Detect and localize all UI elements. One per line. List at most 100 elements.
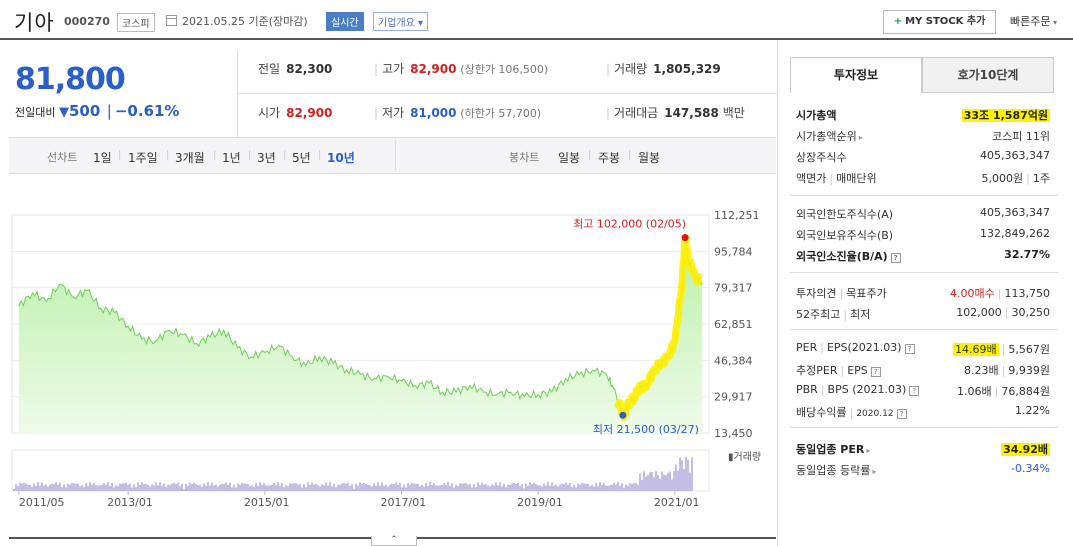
x-tick-label: 2011/05	[19, 496, 65, 509]
arrow-right-icon: ▸	[866, 446, 871, 455]
quick-order-link[interactable]: 빠른주문 ▾	[1010, 13, 1057, 29]
market-cap-value: 33조 1,587억원	[961, 109, 1050, 122]
calendar-icon	[166, 15, 177, 26]
diff-value: 500	[68, 102, 101, 120]
chevron-up-icon: ⌃	[390, 535, 398, 545]
y-tick-label: 46,384	[714, 354, 753, 367]
help-icon[interactable]: ?	[896, 409, 907, 419]
stock-header: 기아 000270 코스피 2021.05.25 기준(장마감) 실시간 기업개…	[0, 0, 1073, 40]
min-annotation: 최저 21,500 (03/27)	[593, 423, 699, 436]
add-mystock-button[interactable]: + MY STOCK 추가	[883, 10, 996, 34]
info-row: PBR | BPS (2021.03)? 1.06배 | 76,884원	[796, 383, 1050, 398]
volume: | 거래량 1,805,329	[606, 62, 721, 76]
trade-amount: | 거래대금 147,588 백만	[606, 106, 745, 120]
chevron-down-icon: ▾	[1050, 18, 1058, 27]
max-annotation: 최고 102,000 (02/05)	[573, 218, 686, 231]
tab-invest-info[interactable]: 투자정보	[790, 57, 922, 93]
quote-row: 시가 82,900 | 저가 81,000 (하한가 57,700) | 거래대금 147…	[238, 93, 777, 136]
price-chart-svg: 112,251 95,784 79,317 62,851 46,384 29,917 13,…	[11, 209, 761, 509]
collapse-button[interactable]: ⌃	[371, 536, 417, 546]
y-tick-label: 13,450	[714, 427, 753, 440]
info-row: 투자의견 | 목표주가 4.00매수 | 113,750	[796, 287, 1050, 300]
opinion-section: 투자의견 | 목표주가 4.00매수 | 113,750 52주최고 | 최저 102,000 |…	[796, 282, 1050, 324]
info-row: 외국인소진율(B/A)? 32.77%	[796, 248, 1050, 263]
prev-close: 전일 82,300	[258, 62, 333, 76]
info-row: PER | EPS(2021.03)? 14.69배 | 5,567원	[796, 341, 1050, 356]
line-chart-label: 선차트	[47, 151, 78, 164]
x-tick-label: 2013/01	[107, 496, 153, 509]
foreign-section: 외국인한도주식수(A) 405,363,347 외국인보유주식수(B) 132,84…	[796, 203, 1050, 266]
y-tick-label: 95,784	[714, 245, 753, 258]
tab-weekly[interactable]: 주봉	[598, 151, 621, 165]
info-row: 52주최고 | 최저 102,000 | 30,250	[796, 306, 1050, 321]
info-row: 외국인보유주식수(B) 132,849,262	[796, 227, 1050, 242]
quick-order-label: 빠른주문	[1010, 15, 1051, 28]
tab-orderbook[interactable]: 호가10단계	[922, 57, 1054, 93]
y-tick-label: 29,917	[714, 391, 753, 404]
stock-name: 기아	[14, 11, 55, 35]
tab-1week[interactable]: 1주일	[128, 151, 158, 165]
max-marker	[681, 234, 689, 242]
y-tick-label: 112,251	[714, 209, 760, 222]
quote-table: 전일 82,300 | 고가 82,900 (상한가 106,500) | 거래량 1,8…	[237, 50, 777, 137]
tab-1year[interactable]: 1년	[222, 151, 241, 165]
chevron-down-icon: ▾	[414, 18, 424, 29]
info-row: 시가총액 33조 1,587억원	[796, 109, 1050, 122]
info-row: 상장주식수 405,363,347	[796, 149, 1050, 164]
company-info-dropdown[interactable]: 기업개요 ▾	[373, 12, 429, 31]
x-tick-label: 2021/01	[654, 496, 700, 509]
tab-daily[interactable]: 일봉	[558, 151, 581, 165]
divider: |	[106, 102, 112, 120]
current-price-box: 81,800 전일대비 ▼500 | −0.61%	[9, 50, 237, 137]
info-row: 액면가 | 매매단위 5,000원 | 1주	[796, 172, 1050, 185]
market-badge: 코스피	[117, 13, 155, 32]
info-row: 배당수익률 | 2020.12? 1.22%	[796, 404, 1050, 419]
volume-legend: ▮거래량	[728, 451, 761, 463]
tab-5year[interactable]: 5년	[292, 151, 311, 165]
quote-row: 전일 82,300 | 고가 82,900 (상한가 106,500) | 거래량 1,8…	[238, 50, 777, 93]
y-tick-label: 62,851	[714, 318, 753, 331]
diff-label: 전일대비	[15, 106, 56, 119]
arrow-right-icon: ▸	[872, 467, 877, 476]
help-icon[interactable]: ?	[890, 253, 901, 263]
info-row: 추정PER | EPS? 8.23배 | 9,939원	[796, 364, 1050, 377]
price-chart: 112,251 95,784 79,317 62,851 46,384 29,917 13,…	[9, 200, 776, 520]
company-info-label: 기업개요	[378, 18, 415, 29]
candle-chart-label: 봉차트	[509, 151, 540, 164]
help-icon[interactable]: ?	[904, 344, 915, 354]
plus-icon: +	[893, 16, 903, 27]
price-diff: 전일대비 ▼500 | −0.61%	[15, 102, 179, 120]
valuation-section: PER | EPS(2021.03)? 14.69배 | 5,567원 추정PER | EPS…	[796, 338, 1050, 422]
down-triangle-icon: ▼	[58, 105, 69, 120]
price-area	[18, 237, 703, 433]
chart-tabs: 선차트 1일 | 1주일 | 3개월 | 1년 | 3년 | 5년 | 10년 …	[9, 137, 776, 174]
tab-3year[interactable]: 3년	[257, 151, 276, 165]
low-price: | 저가 81,000 (하한가 57,700)	[374, 106, 542, 120]
high-price: | 고가 82,900 (상한가 106,500)	[374, 62, 549, 76]
info-row: 외국인한도주식수(A) 405,363,347	[796, 206, 1050, 221]
min-marker	[619, 411, 627, 419]
diff-rate: −0.61%	[114, 102, 180, 120]
info-row: 동일업종 PER ▸ 34.92배	[796, 443, 1050, 456]
highlight-stroke	[614, 234, 703, 421]
invest-info-panel: 투자정보 호가10단계 시가총액 33조 1,587억원 시가총액순위 ▸ 코스피 1…	[777, 40, 1073, 546]
market-cap-section: 시가총액 33조 1,587억원 시가총액순위 ▸ 코스피 11위 상장주식수 405,…	[796, 104, 1050, 188]
open-price: 시가 82,900	[258, 106, 333, 120]
tab-1day[interactable]: 1일	[93, 151, 112, 165]
info-tabs: 투자정보 호가10단계	[790, 57, 1054, 93]
info-row: 시가총액순위 ▸ 코스피 11위	[796, 130, 1050, 143]
arrow-right-icon: ▸	[858, 133, 863, 142]
tab-monthly[interactable]: 월봉	[638, 151, 661, 165]
help-icon[interactable]: ?	[870, 367, 881, 377]
x-tick-label: 2017/01	[381, 496, 427, 509]
current-price: 81,800	[15, 62, 126, 97]
help-icon[interactable]: ?	[909, 386, 920, 396]
add-mystock-label: MY STOCK 추가	[905, 16, 986, 27]
realtime-button[interactable]: 실시간	[326, 12, 364, 31]
tab-3month[interactable]: 3개월	[175, 151, 205, 165]
info-row: 동일업종 등락률 ▸ -0.34%	[796, 462, 1050, 477]
industry-section: 동일업종 PER ▸ 34.92배 동일업종 등락률 ▸ -0.34%	[796, 438, 1050, 480]
x-tick-label: 2015/01	[244, 496, 290, 509]
tab-10year[interactable]: 10년	[327, 151, 355, 165]
x-tick-label: 2019/01	[517, 496, 563, 509]
